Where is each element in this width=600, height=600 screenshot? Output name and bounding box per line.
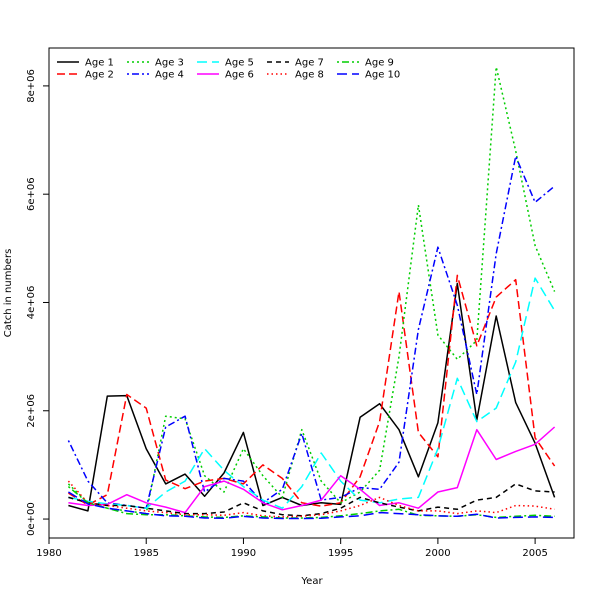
y-tick-label: 2e+06 [26, 394, 37, 428]
y-tick-label: 8e+06 [26, 69, 37, 103]
legend-label: Age 4 [155, 70, 184, 81]
legend-label: Age 6 [225, 70, 254, 81]
legend-label: Age 5 [225, 58, 254, 69]
legend-label: Age 8 [295, 70, 324, 81]
series-line-age-4 [67, 155, 556, 509]
x-tick-label: 2000 [425, 548, 450, 559]
series-line-age-2 [68, 274, 556, 507]
series-line-age-3 [67, 66, 556, 515]
y-axis: 0e+00 2e+06 4e+06 6e+06 8e+06 [26, 69, 49, 536]
series-line-age-10 [68, 491, 555, 520]
legend-label: Age 3 [155, 58, 184, 69]
x-tick-label: 2005 [522, 548, 547, 559]
x-tick-label: 1985 [133, 548, 158, 559]
x-tick-label: 1990 [231, 548, 256, 559]
legend-label: Age 9 [365, 58, 394, 69]
legend-label: Age 2 [85, 70, 114, 81]
y-tick-label: 4e+06 [26, 286, 37, 320]
x-tick-label: 1995 [328, 548, 353, 559]
y-tick-label: 0e+00 [26, 502, 37, 536]
series-line-age-6 [68, 426, 556, 514]
legend-label: Age 1 [85, 58, 114, 69]
series-line-age-7 [68, 483, 555, 517]
series-line-age-1 [68, 282, 556, 512]
y-axis-title: Catch in numbers [3, 249, 14, 338]
x-axis: 1980 1985 1990 1995 2000 2005 [36, 538, 548, 559]
x-tick-label: 1980 [36, 548, 61, 559]
plot-box [48, 47, 575, 539]
legend-label: Age 7 [295, 58, 324, 69]
x-axis-title: Year [300, 576, 323, 587]
y-tick-label: 6e+06 [26, 177, 37, 211]
series-layer [67, 66, 556, 520]
series-line-age-8 [67, 480, 555, 518]
series-line-age-5 [68, 277, 556, 509]
legend-label: Age 10 [365, 70, 400, 81]
